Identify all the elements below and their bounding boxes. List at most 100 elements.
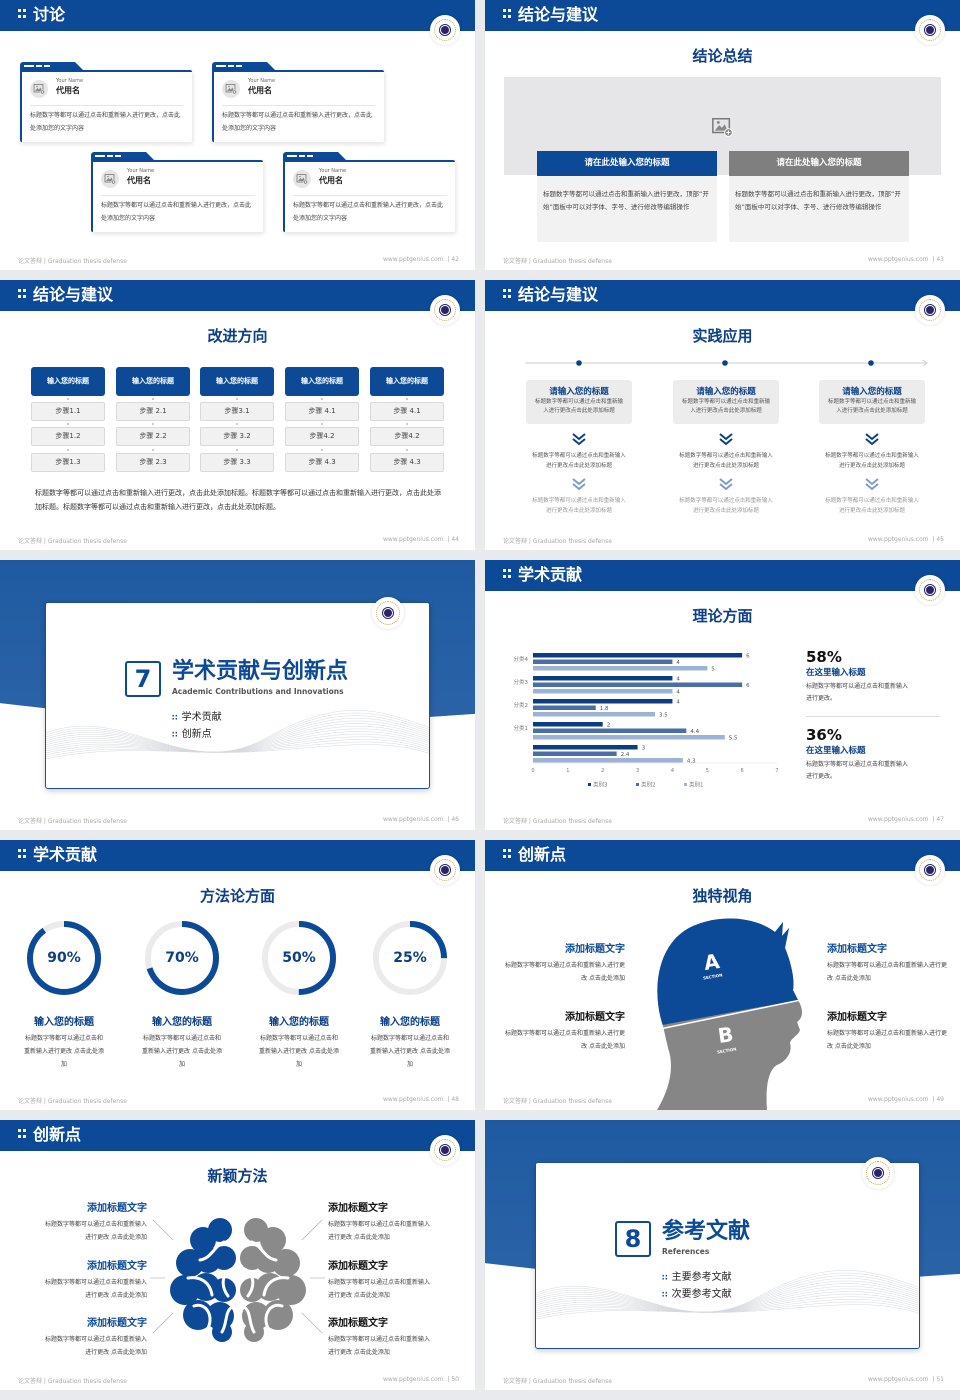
slide-subtitle: 结论总结 [692, 47, 753, 65]
column-header-button[interactable]: 输入您的标题 [116, 367, 190, 396]
timeline-card: 请输入您的标题 标题数字等都可以通过点击和重新输入进行更改点击此处添加标题 [526, 380, 632, 424]
timeline-card-text: 标题数字等都可以通过点击和重新输入进行更改点击此处添加标题 [681, 399, 770, 414]
bar-类别2 [533, 682, 743, 687]
double-chevron-down-light-icon [865, 478, 879, 491]
bullet-text: 主要参考文献 [671, 1272, 732, 1283]
brain-fold-line [221, 1266, 236, 1298]
logo-ring [433, 298, 457, 322]
tab-dash [216, 65, 226, 67]
dot [508, 575, 511, 578]
grid-dots-icon [503, 849, 513, 861]
wave-line [46, 731, 429, 753]
wave-line [46, 718, 429, 753]
section-bullet[interactable]: ∷ 主要参考文献 [662, 1268, 732, 1283]
column-header-button[interactable]: 输入您的标题 [31, 367, 105, 396]
wave-line [536, 1296, 919, 1314]
logo-ring [375, 600, 401, 626]
connector-dot [406, 449, 408, 451]
head-divider [654, 994, 826, 1031]
column-header-button[interactable]: 输入您的标题 [200, 367, 274, 396]
bar-类别1 [533, 689, 673, 694]
footer-left-text: 论文答辩 | Graduation thesis defense [18, 1098, 127, 1105]
ring-progress [373, 921, 447, 995]
legend-swatch [588, 783, 591, 786]
card-tab [212, 62, 276, 71]
avatar [293, 170, 311, 188]
step-box: 步骤1.1 [31, 402, 105, 421]
footer-right: www.pptgenius.com | 45 [868, 536, 944, 543]
connector-dot [236, 398, 238, 400]
dot [18, 855, 21, 858]
avatar-image-icon [296, 174, 308, 185]
dot [508, 569, 511, 572]
timeline-card-text: 标题数字等都可以通过点击和重新输入进行更改点击此处添加标题 [534, 399, 623, 414]
dot [508, 849, 511, 852]
ring-text: 标题数字等都可以通过点击和重新输入进行更改 点击此处添加 [259, 1035, 339, 1068]
brain-lobe [212, 1246, 236, 1270]
step-box: 步骤 2.2 [116, 427, 190, 446]
double-chevron-down-icon [719, 433, 733, 446]
item-title: 添加标题文字 [87, 1318, 147, 1329]
name-cn: 代用名 [248, 86, 272, 95]
section-bullet[interactable]: ∷ 创新点 [172, 725, 212, 740]
bar-value-label: 2 [607, 723, 611, 729]
section-bullet[interactable]: ∷ 次要参考文献 [662, 1285, 732, 1300]
ring-title: 输入您的标题 [34, 1017, 94, 1028]
step-box: 步骤3.1 [200, 402, 274, 421]
page-number: 48 [451, 1096, 459, 1103]
university-logo [915, 575, 945, 605]
brain-fold-line [250, 1240, 278, 1262]
section-card [535, 1162, 920, 1349]
slide-subtitle: 方法论方面 [199, 887, 275, 905]
section-title: 创新点 [518, 845, 567, 864]
dot [503, 569, 506, 572]
bullet-text: 次要参考文献 [671, 1289, 732, 1300]
step-box: 步骤 3.3 [200, 453, 274, 472]
wave-line [46, 720, 429, 753]
bar-value-label: 4 [676, 700, 680, 706]
dot [18, 849, 21, 852]
slide-header: 结论与建议 [485, 0, 960, 31]
column-header-button[interactable]: 输入您的标题 [285, 367, 359, 396]
ring-progress [262, 921, 336, 995]
bar-类别3 [533, 676, 673, 681]
ring-text: 标题数字等都可以通过点击和重新输入进行更改 点击此处添加 [24, 1035, 104, 1068]
section-title: 学术贡献与创新点 [172, 659, 349, 684]
leader-line [152, 1312, 174, 1334]
ring-text: 标题数字等都可以通过点击和重新输入进行更改 点击此处添加 [142, 1035, 222, 1068]
timeline-text: 标题数字等都可以通过点击和重新输入进行更改点击此处添加标题 [825, 453, 919, 469]
bar-value-label: 4 [676, 660, 680, 666]
footer-sep: | [443, 536, 452, 543]
footer-left-text: 论文答辩 | Graduation thesis defense [18, 1378, 127, 1385]
footer-sep: | [928, 1096, 937, 1103]
page-number: 44 [451, 536, 459, 543]
item-text: 标题数字等都可以通过点击和重新输入进行更改 点击此处添加 [328, 1279, 431, 1299]
timeline-dot [576, 360, 582, 366]
connector-dot [67, 449, 69, 451]
ring-progress [27, 921, 101, 995]
logo-swirl-icon [439, 24, 451, 36]
connector-dot [321, 398, 323, 400]
timeline-card-text: 标题数字等都可以通过点击和重新输入进行更改点击此处添加标题 [827, 399, 916, 414]
timeline-text-secondary: 标题数字等都可以通过点击和重新输入进行更改点击此处添加标题 [825, 498, 919, 514]
bar-value-label: 4.3 [687, 759, 696, 765]
connector-dot [236, 449, 238, 451]
stat-title: 在这里输入标题 [806, 668, 866, 678]
wave-line [536, 1278, 919, 1313]
tab-dash [287, 155, 297, 157]
x-tick-label: 2 [601, 768, 604, 774]
logo-ring [433, 858, 457, 882]
footer-sep: | [443, 816, 452, 823]
section-title: 学术贡献 [518, 565, 583, 584]
brain-fold-line [240, 1266, 255, 1298]
column-header-button[interactable]: 输入您的标题 [370, 367, 444, 396]
footer-url: www.pptgenius.com [382, 1376, 444, 1383]
category-label: 分类1 [514, 724, 529, 732]
bar-value-label: 1.8 [600, 706, 609, 712]
section-bullet[interactable]: ∷ 学术贡献 [172, 708, 222, 723]
dot [23, 849, 26, 852]
wave-line [536, 1299, 919, 1316]
tab-dash [299, 155, 305, 157]
head-silhouette [654, 918, 826, 1110]
